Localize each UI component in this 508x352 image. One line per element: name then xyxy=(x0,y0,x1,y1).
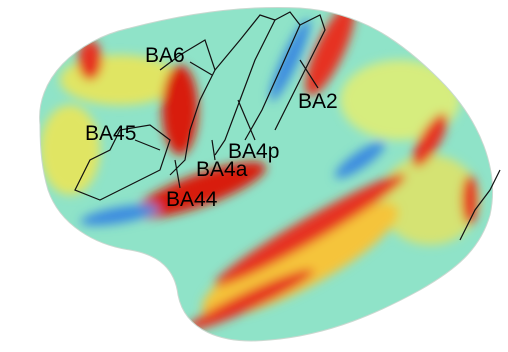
brain-map: BA6BA45BA4pBA4aBA44BA2 xyxy=(0,0,508,352)
cortex-surface xyxy=(0,0,508,352)
region-label: BA45 xyxy=(85,122,136,145)
region-label: BA44 xyxy=(166,188,218,211)
region-label: BA4a xyxy=(196,158,248,181)
region-label: BA6 xyxy=(145,44,185,67)
region-label: BA2 xyxy=(298,90,338,113)
